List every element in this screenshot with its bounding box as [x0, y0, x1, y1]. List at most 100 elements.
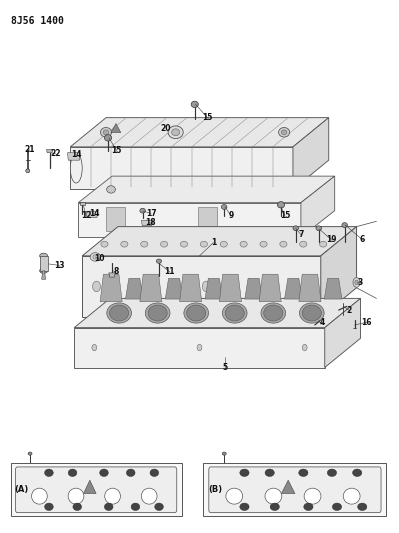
Text: 14: 14 — [71, 150, 81, 159]
Polygon shape — [82, 256, 321, 317]
Ellipse shape — [45, 469, 53, 477]
Polygon shape — [74, 328, 325, 368]
Polygon shape — [180, 274, 202, 302]
Polygon shape — [219, 274, 241, 302]
Ellipse shape — [144, 221, 150, 225]
Ellipse shape — [240, 241, 247, 247]
Ellipse shape — [327, 469, 337, 477]
Polygon shape — [70, 147, 293, 189]
Ellipse shape — [184, 303, 209, 323]
Text: 22: 22 — [50, 149, 61, 158]
Ellipse shape — [332, 503, 342, 511]
Ellipse shape — [320, 241, 327, 247]
Polygon shape — [74, 298, 361, 328]
Polygon shape — [321, 227, 357, 317]
Ellipse shape — [260, 241, 267, 247]
Ellipse shape — [92, 344, 97, 351]
Text: 12: 12 — [81, 212, 91, 221]
Text: 13: 13 — [54, 261, 65, 270]
Text: (B): (B) — [208, 485, 222, 494]
Ellipse shape — [155, 503, 163, 511]
Text: 1: 1 — [211, 238, 216, 247]
Text: 11: 11 — [164, 268, 175, 276]
Ellipse shape — [26, 169, 30, 173]
Ellipse shape — [141, 241, 148, 247]
Ellipse shape — [150, 469, 159, 477]
Text: 19: 19 — [326, 236, 337, 245]
Polygon shape — [259, 274, 281, 302]
Polygon shape — [67, 153, 80, 160]
Polygon shape — [70, 118, 329, 147]
Polygon shape — [198, 207, 217, 231]
Text: 3: 3 — [358, 278, 363, 287]
Text: 17: 17 — [146, 209, 156, 218]
Ellipse shape — [141, 488, 157, 504]
Ellipse shape — [222, 452, 226, 455]
Ellipse shape — [265, 469, 275, 477]
Text: 8J56 1400: 8J56 1400 — [11, 15, 63, 26]
Ellipse shape — [240, 469, 249, 477]
Ellipse shape — [299, 469, 308, 477]
Ellipse shape — [355, 280, 358, 285]
Ellipse shape — [73, 503, 81, 511]
Ellipse shape — [105, 135, 112, 141]
Polygon shape — [80, 201, 85, 205]
Text: 18: 18 — [145, 218, 156, 227]
Ellipse shape — [202, 281, 210, 292]
Polygon shape — [140, 274, 162, 302]
Text: 15: 15 — [112, 146, 122, 155]
Ellipse shape — [126, 469, 135, 477]
Ellipse shape — [197, 344, 202, 351]
Polygon shape — [78, 176, 335, 203]
Ellipse shape — [107, 303, 131, 323]
Ellipse shape — [131, 503, 140, 511]
Polygon shape — [100, 274, 122, 302]
Ellipse shape — [302, 281, 310, 292]
Ellipse shape — [304, 503, 313, 511]
Ellipse shape — [226, 488, 243, 504]
Ellipse shape — [93, 255, 98, 259]
Polygon shape — [165, 278, 183, 299]
Ellipse shape — [103, 130, 109, 135]
Text: 14: 14 — [89, 209, 99, 218]
Polygon shape — [11, 463, 182, 516]
Ellipse shape — [281, 130, 287, 135]
Ellipse shape — [187, 305, 206, 321]
Polygon shape — [299, 274, 321, 302]
Text: 10: 10 — [94, 254, 105, 263]
Polygon shape — [83, 480, 96, 494]
Polygon shape — [245, 278, 263, 299]
Ellipse shape — [28, 452, 32, 455]
Ellipse shape — [93, 281, 101, 292]
Text: 2: 2 — [346, 305, 351, 314]
Ellipse shape — [270, 503, 279, 511]
Ellipse shape — [343, 488, 360, 504]
Text: 15: 15 — [202, 113, 213, 122]
Polygon shape — [78, 203, 301, 237]
Ellipse shape — [101, 241, 108, 247]
Ellipse shape — [45, 503, 53, 511]
Ellipse shape — [68, 469, 77, 477]
Polygon shape — [142, 220, 152, 225]
Polygon shape — [41, 271, 45, 279]
Ellipse shape — [168, 126, 183, 139]
Polygon shape — [86, 211, 98, 217]
Ellipse shape — [89, 212, 95, 217]
Ellipse shape — [70, 154, 82, 183]
Ellipse shape — [222, 303, 247, 323]
Polygon shape — [111, 124, 121, 133]
Ellipse shape — [68, 488, 84, 504]
Polygon shape — [281, 480, 295, 494]
Polygon shape — [109, 273, 115, 277]
Polygon shape — [325, 298, 361, 368]
FancyBboxPatch shape — [16, 467, 177, 513]
Ellipse shape — [221, 205, 227, 209]
Ellipse shape — [277, 201, 284, 208]
Ellipse shape — [225, 305, 244, 321]
Text: 20: 20 — [160, 124, 171, 133]
Ellipse shape — [293, 226, 298, 231]
Polygon shape — [324, 278, 342, 299]
Polygon shape — [40, 256, 47, 271]
Polygon shape — [203, 463, 386, 516]
Ellipse shape — [300, 303, 324, 323]
